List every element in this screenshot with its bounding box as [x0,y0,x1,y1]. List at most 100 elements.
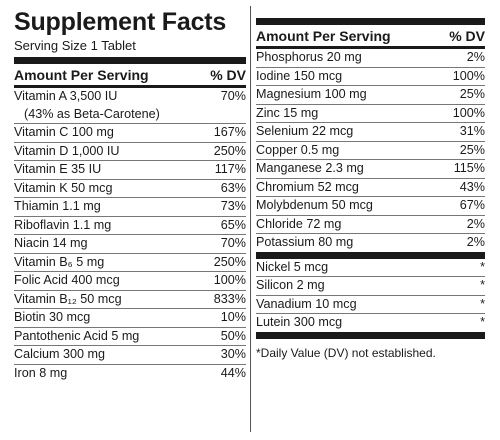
nutrient-row: Magnesium 100 mg 25% [256,86,485,105]
daily-value: 250% [213,143,246,158]
nutrient-row: Manganese 2.3 mg 115% [256,160,485,179]
nutrient-row: Thiamin 1.1 mg 73% [14,198,246,217]
nutrient-row: Niacin 14 mg 70% [14,235,246,254]
nutrient-name: Niacin 14 mg [14,236,88,250]
daily-value: 250% [213,254,246,269]
daily-value: 50% [220,328,246,343]
footnote: *Daily Value (DV) not established. [256,345,436,360]
nutrient-name-cell: Vitamin A 3,500 IU (43% as Beta-Carotene) [14,88,160,123]
daily-value: 10% [220,310,246,324]
dv-header: % DV [449,27,485,44]
nutrient-name-cell: Vitamin C 100 mg [14,124,114,142]
daily-value: 70% [220,89,246,103]
daily-value: 115% [453,161,485,175]
nutrient-name: Vitamin B₆ 5 mg [14,254,105,269]
nutrient-name: Riboflavin 1.1 mg [14,217,112,232]
nutrient-name: Selenium 22 mcg [256,124,354,138]
nutrient-row: Vitamin C 100 mg 167% [14,124,246,143]
nutrient-row: Vitamin E 35 IU 117% [14,161,246,180]
nutrient-name-cell: Zinc 15 mg [256,105,318,123]
nutrient-row: Vitamin B₆ 5 mg 250% [14,254,246,272]
amount-header: Amount Per Serving [256,27,391,44]
nutrient-row: Chloride 72 mg 2% [256,216,485,234]
daily-value: 70% [220,236,246,250]
label-title: Supplement Facts [14,8,227,36]
daily-value: 31% [459,124,485,138]
daily-value: * [480,296,485,311]
column-header: Amount Per Serving % DV [256,25,485,46]
daily-value: 44% [220,365,246,380]
nutrient-name: Iodine 150 mcg [256,68,343,83]
nutrient-name: Vitamin A 3,500 IU [14,89,118,103]
daily-value: 2% [466,235,485,249]
daily-value: 65% [220,217,246,232]
nutrient-name: Folic Acid 400 mcg [14,273,120,287]
section-rule [256,331,485,339]
nutrient-row: Biotin 30 mcg 10% [14,309,246,328]
nutrient-name: Nickel 5 mcg [256,259,329,274]
nutrient-name: Silicon 2 mg [256,278,325,292]
nutrient-name: Copper 0.5 mg [256,142,340,157]
nutrient-name: Potassium 80 mg [256,235,354,249]
left-nutrient-list: Vitamin A 3,500 IU (43% as Beta-Carotene)… [14,88,246,382]
nutrient-name-cell: Iron 8 mg [14,365,67,383]
daily-value: * [480,259,485,274]
header-rule [14,85,246,88]
nutrient-name: Vitamin C 100 mg [14,125,114,139]
daily-value: 167% [213,125,246,139]
nutrient-name-cell: Copper 0.5 mg [256,142,339,160]
nutrient-name-cell: Selenium 22 mcg [256,123,353,141]
nutrient-name: Magnesium 100 mg [256,87,367,101]
nutrient-row: Vitamin D 1,000 IU 250% [14,143,246,161]
nutrient-row: Vitamin A 3,500 IU (43% as Beta-Carotene)… [14,88,246,124]
nutrient-name-cell: Chloride 72 mg [256,216,341,234]
amount-header: Amount Per Serving [14,66,149,83]
daily-value: 100% [452,68,485,83]
nutrient-name-cell: Folic Acid 400 mcg [14,272,120,290]
nutrient-name-cell: Manganese 2.3 mg [256,160,364,178]
nutrient-name: Vitamin K 50 mcg [14,180,113,195]
daily-value: 73% [220,199,246,213]
nutrient-name: Vitamin B₁₂ 50 mcg [14,291,122,306]
daily-value: 25% [459,142,485,157]
daily-value: 117% [214,162,246,176]
daily-value: * [480,278,485,292]
right-nutrient-list: Phosphorus 20 mg 2% Iodine 150 mcg 100% Magn… [256,49,485,252]
nutrient-row: Calcium 300 mg 30% [14,346,246,365]
daily-value: * [480,315,485,329]
nutrient-row: Molybdenum 50 mcg 67% [256,197,485,216]
nutrient-name: Vitamin E 35 IU [14,162,102,176]
nutrient-name-cell: Molybdenum 50 mcg [256,197,373,215]
nutrient-name-cell: Silicon 2 mg [256,277,325,295]
nutrient-name-cell: Vitamin K 50 mcg [14,180,112,198]
trace-nutrient-list: Nickel 5 mcg * Silicon 2 mg * Vanadium 10 mc… [256,259,485,332]
nutrient-name-cell: Niacin 14 mg [14,235,88,253]
nutrient-row: Phosphorus 20 mg 2% [256,49,485,68]
nutrient-name-cell: Nickel 5 mcg [256,259,328,277]
daily-value: 67% [459,198,485,212]
nutrient-row: Zinc 15 mg 100% [256,105,485,123]
nutrient-name-cell: Iodine 150 mcg [256,68,342,86]
nutrient-name: Pantothenic Acid 5 mg [14,328,140,343]
daily-value: 833% [213,291,246,306]
nutrient-name: Calcium 300 mg [14,347,105,361]
nutrient-name-cell: Phosphorus 20 mg [256,49,362,67]
nutrient-name: Lutein 300 mcg [256,315,343,329]
nutrient-name-cell: Vitamin D 1,000 IU [14,143,119,161]
right-column: Amount Per Serving % DV Phosphorus 20 mg… [256,0,485,361]
daily-value: 100% [452,105,485,120]
section-rule [256,251,485,259]
nutrient-row: Folic Acid 400 mcg 100% [14,272,246,291]
nutrient-name-cell: Vitamin E 35 IU [14,161,101,179]
nutrient-row: Riboflavin 1.1 mg 65% [14,217,246,235]
daily-value: 25% [459,87,485,101]
nutrient-name: Thiamin 1.1 mg [14,199,101,213]
nutrient-row: Nickel 5 mcg * [256,259,485,277]
nutrient-row: Copper 0.5 mg 25% [256,142,485,160]
nutrient-row: Vanadium 10 mcg * [256,296,485,314]
nutrient-name-cell: Lutein 300 mcg [256,314,342,332]
thick-rule [256,18,485,25]
header-rule [256,46,485,49]
nutrient-name-cell: Thiamin 1.1 mg [14,198,101,216]
nutrient-name-cell: Potassium 80 mg [256,234,353,252]
